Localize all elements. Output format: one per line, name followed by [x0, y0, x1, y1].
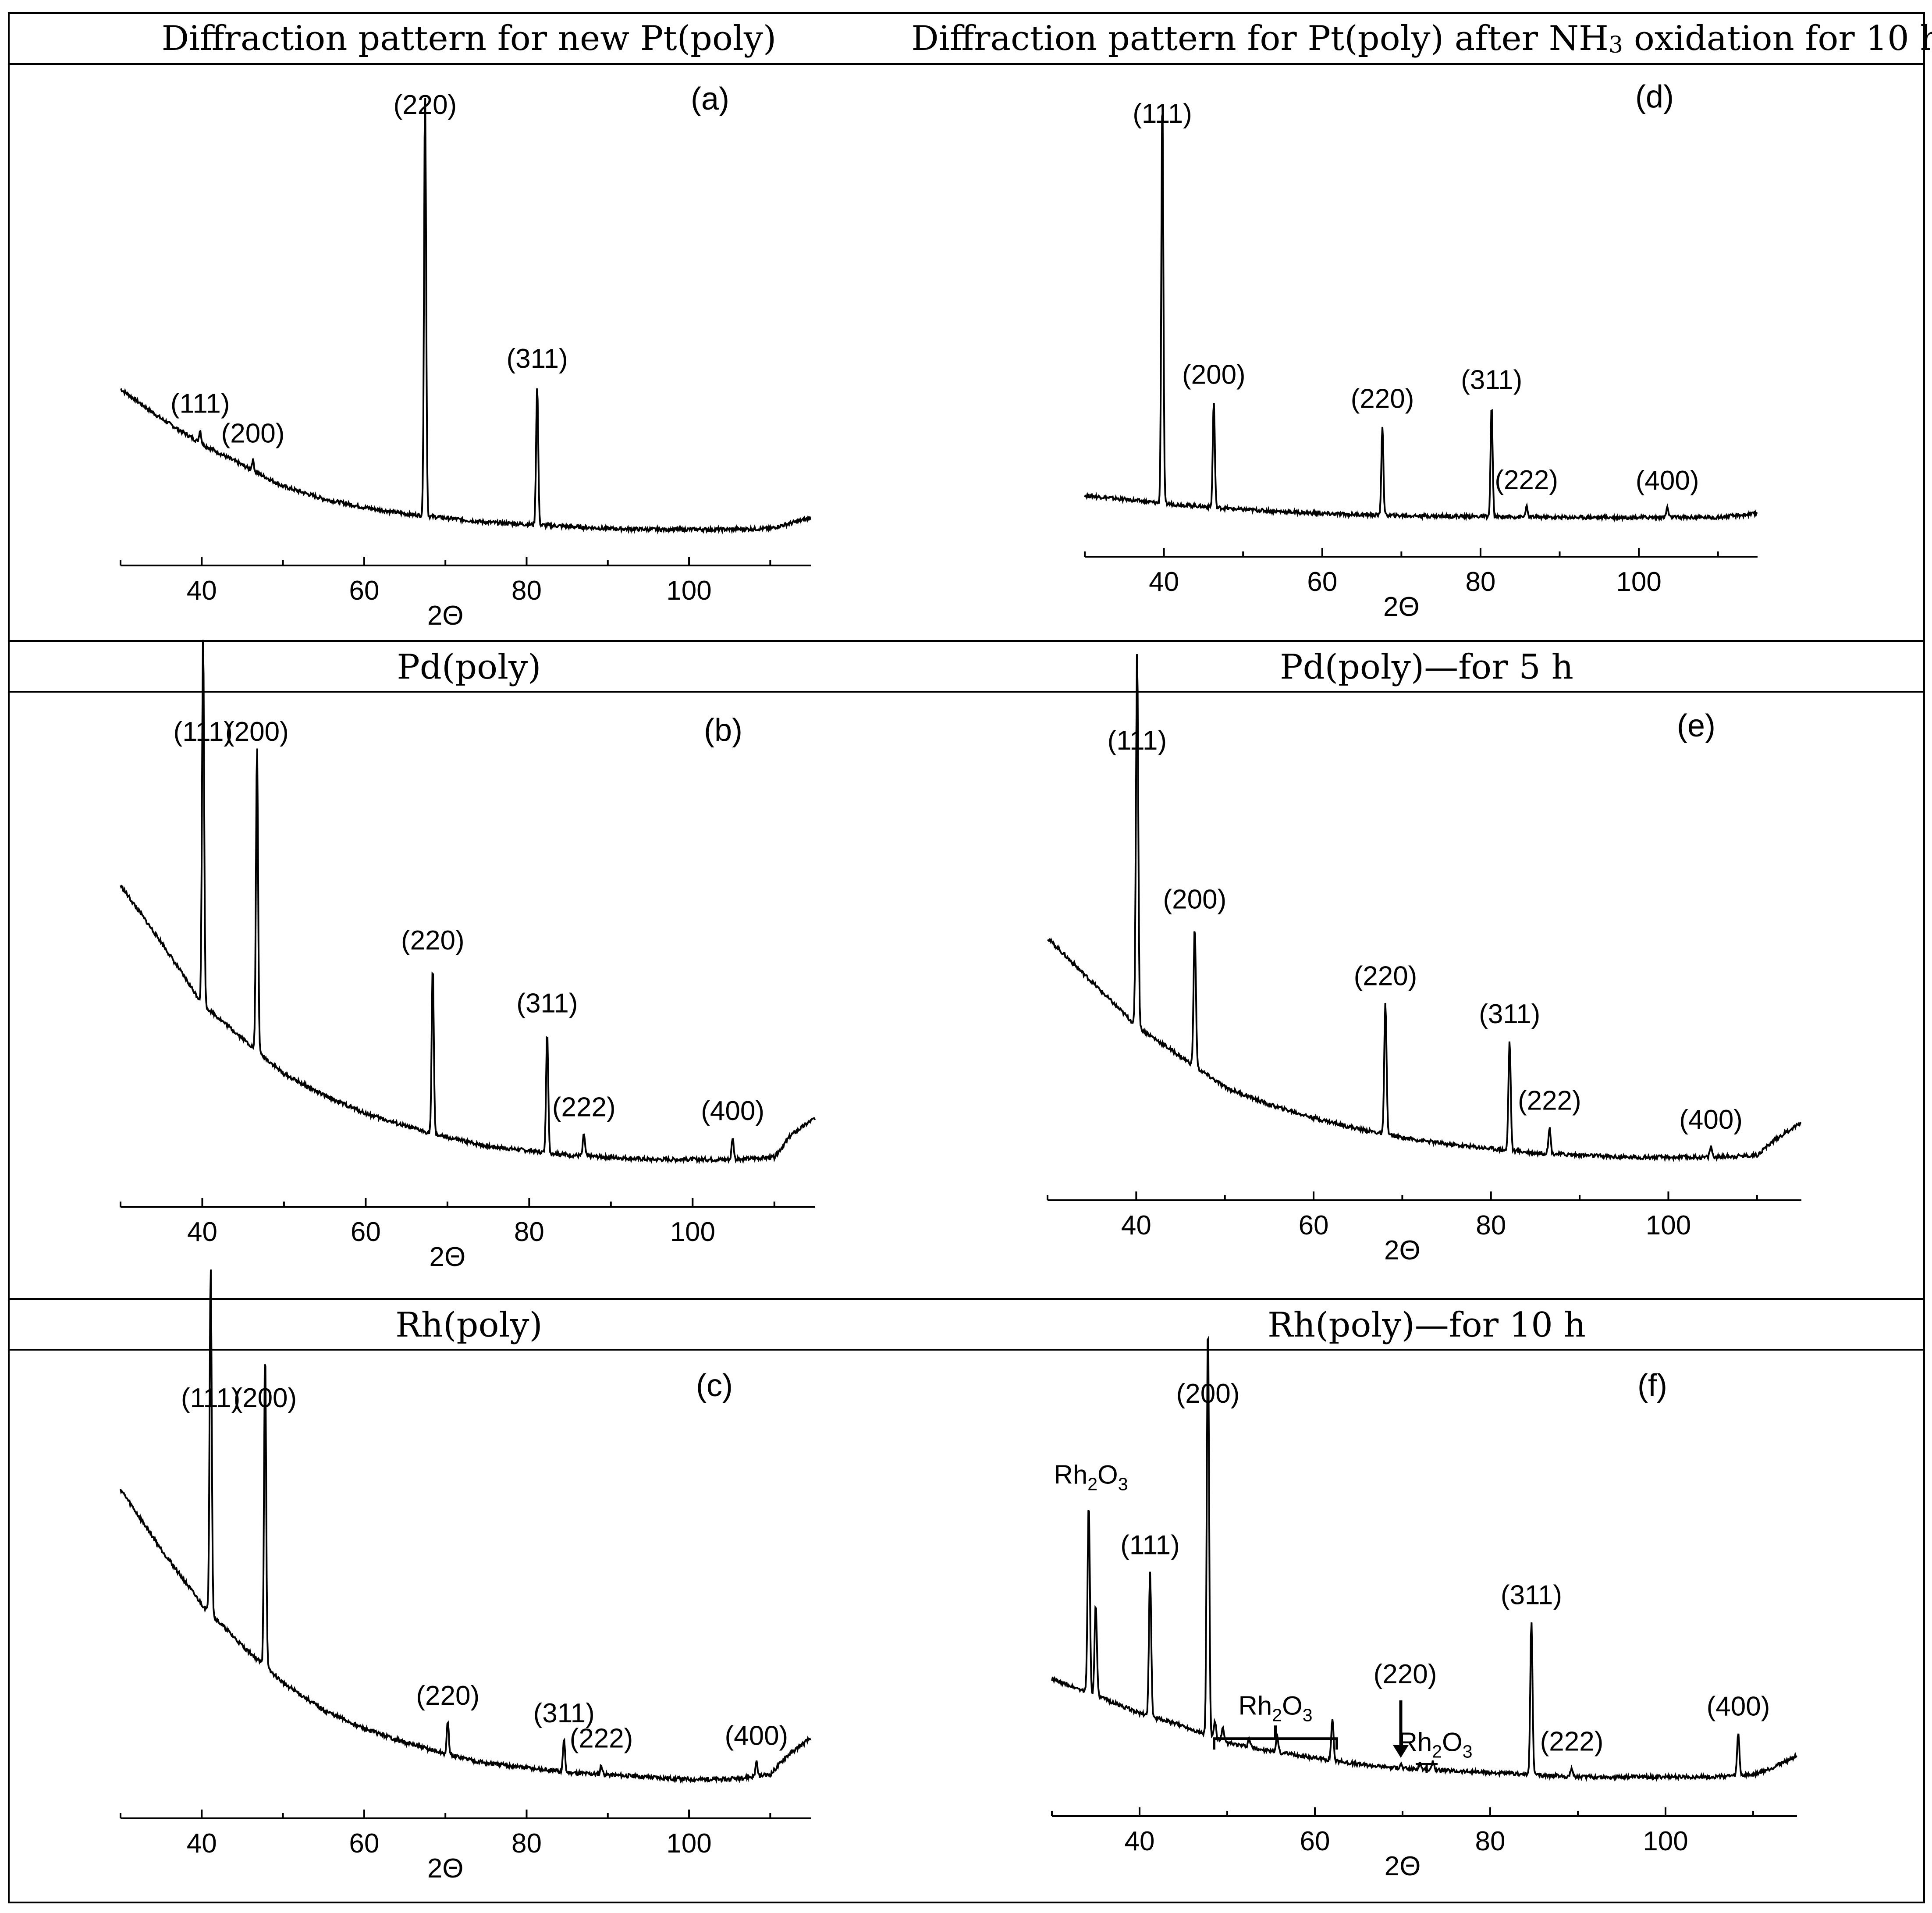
x-tick-label: 100: [1646, 1210, 1691, 1241]
bracket-label: Rh2O3: [1239, 1691, 1313, 1725]
x-axis-label: 2Θ: [1385, 1851, 1421, 1881]
x-tick-label: 80: [1476, 1210, 1506, 1241]
peak-label: (200): [1182, 359, 1246, 390]
peak-label: (200): [1176, 1379, 1240, 1409]
caption-f: Rh(poly)—for 10 h: [1268, 1305, 1586, 1345]
peak-label: (220): [401, 925, 465, 956]
peak-label: (311): [533, 1698, 595, 1728]
peak-label: (220): [393, 90, 457, 120]
peak-label: (200): [221, 418, 285, 448]
x-tick-label: 80: [511, 1828, 542, 1859]
x-axis-label: 2Θ: [427, 601, 464, 631]
peak-label: (311): [516, 988, 578, 1018]
spectrum-line: [1047, 654, 1802, 1163]
peak-label: (222): [1540, 1727, 1604, 1757]
panel-label: (a): [691, 82, 729, 117]
peak-label: (222): [1495, 465, 1558, 495]
peak-label: (311): [506, 344, 568, 374]
x-tick-label: 60: [1307, 567, 1337, 597]
x-tick-label: 40: [187, 1217, 217, 1247]
x-tick-label: 100: [1616, 567, 1661, 597]
peak-label: (111): [170, 388, 230, 419]
panel-label: (d): [1635, 79, 1674, 114]
plot-a: 40 60 80 100 2Θ (a) (111)(200) (220) (311): [120, 82, 812, 631]
peak-label: (111): [174, 717, 233, 747]
bracket-label: Rh2O3: [1399, 1728, 1473, 1762]
peak-label: (400): [1636, 466, 1699, 496]
x-tick-label: 100: [666, 576, 711, 606]
x-tick-label: 60: [349, 1828, 379, 1859]
x-tick-label: 40: [1121, 1210, 1151, 1241]
x-tick-label: 60: [349, 576, 379, 606]
peak-label: (400): [701, 1096, 764, 1126]
peak-label: (222): [570, 1724, 633, 1754]
spectrum-line: [1051, 1335, 1797, 1782]
peak-label: (200): [225, 717, 289, 747]
x-tick-label: 100: [670, 1217, 715, 1247]
panel-label: (b): [704, 713, 742, 748]
x-tick-label: 100: [666, 1828, 711, 1859]
peak-label: (220): [416, 1681, 479, 1711]
peak-label: (220): [1354, 961, 1417, 991]
spectrum-line: [1084, 114, 1758, 523]
peak-label: (111): [1120, 1530, 1180, 1560]
bracket: [1213, 1725, 1338, 1750]
x-tick-label: 80: [511, 576, 542, 606]
x-axis-label: 2Θ: [1383, 592, 1420, 622]
x-tick-label: 40: [187, 1828, 217, 1859]
peak-label: (311): [1479, 999, 1540, 1029]
x-tick-label: 60: [1300, 1826, 1330, 1856]
panel-label: (e): [1677, 708, 1715, 743]
peak-label: Rh2O3: [1054, 1460, 1128, 1494]
panel-label: (c): [696, 1368, 733, 1403]
caption-b: Pd(poly): [397, 647, 541, 687]
peak-label: (111): [1108, 725, 1167, 756]
x-tick-label: 40: [1149, 567, 1179, 597]
figure-frame: [8, 12, 1925, 1903]
x-axis-label: 2Θ: [427, 1853, 464, 1884]
panel-label: (f): [1637, 1368, 1667, 1403]
peak-label: (220): [1374, 1659, 1437, 1689]
plot-d: 40 60 80 100 2Θ (d) (111) (200) (220) (311) (222) (…: [1084, 79, 1758, 622]
caption-c: Rh(poly): [395, 1305, 543, 1345]
peak-label: (220): [1351, 384, 1414, 414]
plot-c: 40 60 80 100 2Θ (c) (111)(200) (220) (311)(222) (…: [120, 1269, 812, 1884]
peak-label: (222): [552, 1092, 616, 1123]
peak-label: (111): [1133, 99, 1192, 129]
peak-label: (400): [724, 1721, 788, 1751]
peak-label: (200): [1163, 884, 1227, 914]
x-tick-label: 80: [1475, 1826, 1506, 1856]
small-bracket: [1416, 1763, 1438, 1773]
x-tick-label: 100: [1643, 1826, 1688, 1856]
spectrum-line: [120, 98, 812, 535]
x-axis-label: 2Θ: [430, 1242, 466, 1272]
x-axis-label: 2Θ: [1384, 1235, 1421, 1266]
x-tick-label: 80: [514, 1217, 544, 1247]
plot-f: 40 60 80 100 2Θ (f) Rh2O3 (111) (200) (311) (222) (…: [1051, 1335, 1797, 1881]
peak-label: (111): [181, 1383, 241, 1413]
peak-label: (200): [233, 1383, 297, 1413]
spectrum-line: [120, 640, 816, 1165]
peak-label: (311): [1501, 1580, 1562, 1610]
peak-label: (400): [1679, 1105, 1743, 1135]
x-tick-label: 40: [187, 576, 217, 606]
x-tick-label: 80: [1465, 567, 1495, 597]
peak-label: (311): [1461, 365, 1522, 395]
peak-label: (222): [1518, 1086, 1581, 1116]
plot-b: 40 60 80 100 2Θ (b) (111)(200) (220) (311) (222) (…: [120, 640, 816, 1272]
caption-e: Pd(poly)—for 5 h: [1280, 647, 1573, 687]
x-tick-label: 60: [1299, 1210, 1329, 1241]
x-tick-label: 60: [351, 1217, 381, 1247]
caption-d: Diffraction pattern for Pt(poly) after N…: [911, 19, 1932, 58]
peak-label: (400): [1707, 1691, 1770, 1721]
plot-e: 40 60 80 100 2Θ (e) (111) (200) (220) (311) (222) (…: [1047, 654, 1802, 1266]
spectrum-line: [120, 1269, 812, 1784]
caption-a: Diffraction pattern for new Pt(poly): [162, 19, 777, 58]
arrow-head: [1393, 1745, 1409, 1758]
x-tick-label: 40: [1125, 1826, 1155, 1856]
